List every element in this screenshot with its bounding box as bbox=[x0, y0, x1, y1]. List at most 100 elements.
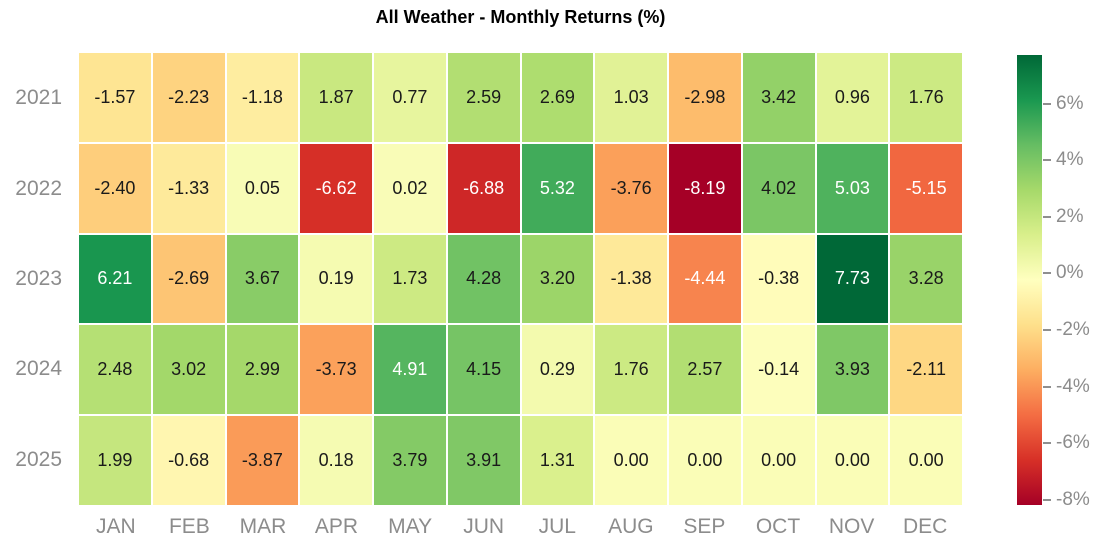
heatmap-cell: -0.14 bbox=[742, 325, 815, 415]
heatmap-cell: 1.99 bbox=[79, 416, 151, 505]
colorbar-tick bbox=[1043, 442, 1051, 445]
heatmap-cell: 3.42 bbox=[742, 53, 815, 142]
heatmap-cell: -2.40 bbox=[79, 143, 151, 233]
colorbar-tick bbox=[1043, 385, 1051, 388]
heatmap-cell: 1.76 bbox=[890, 53, 962, 142]
colorbar-tick bbox=[1043, 498, 1051, 501]
colorbar-tick bbox=[1043, 329, 1051, 332]
y-axis-label: 2023 bbox=[15, 267, 62, 291]
x-axis-label: JUN bbox=[463, 515, 505, 538]
heatmap-cell: -1.18 bbox=[226, 53, 299, 142]
heatmap-cell: 3.93 bbox=[816, 325, 889, 415]
heatmap-cell: 0.00 bbox=[595, 416, 667, 505]
heatmap-cell: 4.28 bbox=[447, 234, 520, 324]
heatmap-cell: 6.21 bbox=[79, 234, 151, 324]
colorbar-tick-label: -2% bbox=[1056, 319, 1090, 341]
heatmap-cell: 4.02 bbox=[742, 143, 815, 233]
heatmap-cell: -2.69 bbox=[152, 234, 225, 324]
heatmap-grid: -1.57 -2.23 -1.18 1.87 0.77 2.59 2.69 1.03 -2.98… bbox=[79, 53, 962, 505]
heatmap-cell: -1.57 bbox=[79, 53, 151, 142]
heatmap-cell: 0.77 bbox=[374, 53, 446, 142]
x-axis-label: MAR bbox=[239, 515, 287, 538]
x-axis-label: MAY bbox=[388, 515, 433, 538]
heatmap-cell: -6.88 bbox=[447, 143, 520, 233]
heatmap-cell: -8.19 bbox=[669, 143, 741, 233]
colorbar-tick-label: -4% bbox=[1056, 375, 1090, 397]
heatmap-cell: -3.73 bbox=[300, 325, 372, 415]
heatmap-cell: 1.03 bbox=[595, 53, 667, 142]
heatmap-cell: 0.29 bbox=[521, 325, 594, 415]
y-axis-labels: 2021 2022 2023 2024 2025 bbox=[0, 53, 62, 505]
heatmap-cell: 3.79 bbox=[374, 416, 446, 505]
heatmap-cell: 3.02 bbox=[152, 325, 225, 415]
x-axis-label: JAN bbox=[95, 515, 136, 538]
heatmap-cell: 1.73 bbox=[374, 234, 446, 324]
heatmap-cell: 0.19 bbox=[300, 234, 372, 324]
colorbar: 6% 4% 2% 0% -2% -4% -6% -8% bbox=[1017, 55, 1090, 510]
heatmap-cell: -0.68 bbox=[152, 416, 225, 505]
y-axis-label: 2022 bbox=[15, 176, 62, 200]
x-axis-labels: JAN FEB MAR APR MAY JUN JUL AUG SEP OCT NOV DEC bbox=[79, 509, 962, 545]
heatmap-cell: -0.38 bbox=[742, 234, 815, 324]
y-axis-label: 2024 bbox=[15, 357, 62, 381]
heatmap-cell: 2.99 bbox=[226, 325, 299, 415]
heatmap-cell: 1.31 bbox=[521, 416, 594, 505]
heatmap-cell: -5.15 bbox=[890, 143, 962, 233]
heatmap-cell: 0.00 bbox=[742, 416, 815, 505]
heatmap-cell: 3.20 bbox=[521, 234, 594, 324]
heatmap-cell: -1.38 bbox=[595, 234, 667, 324]
heatmap-cell: -3.87 bbox=[226, 416, 299, 505]
colorbar-tick bbox=[1043, 272, 1051, 275]
x-axis-label: OCT bbox=[755, 515, 801, 538]
colorbar-tick-label: 4% bbox=[1056, 149, 1084, 171]
heatmap-cell: -6.62 bbox=[300, 143, 372, 233]
x-axis-label: SEP bbox=[683, 515, 726, 538]
heatmap-cell: 2.59 bbox=[447, 53, 520, 142]
heatmap-cell: 1.76 bbox=[595, 325, 667, 415]
colorbar-tick-label: -8% bbox=[1056, 488, 1090, 510]
chart-title: All Weather - Monthly Returns (%) bbox=[375, 7, 666, 27]
x-axis-label: NOV bbox=[828, 515, 875, 538]
heatmap-cell: 2.48 bbox=[79, 325, 151, 415]
x-axis-label: FEB bbox=[168, 515, 210, 538]
colorbar-tick-label: 6% bbox=[1056, 92, 1084, 114]
heatmap-cell: -4.44 bbox=[669, 234, 741, 324]
heatmap-cell: 5.32 bbox=[521, 143, 594, 233]
heatmap-cell: 3.28 bbox=[890, 234, 962, 324]
heatmap-cell: 4.91 bbox=[374, 325, 446, 415]
x-axis-label: JUL bbox=[538, 515, 576, 538]
heatmap-cell: 0.18 bbox=[300, 416, 372, 505]
colorbar-tick-label: -6% bbox=[1056, 432, 1090, 454]
heatmap-cell: 3.91 bbox=[447, 416, 520, 505]
heatmap-cell: -1.33 bbox=[152, 143, 225, 233]
colorbar-tick-label: 0% bbox=[1056, 262, 1084, 284]
heatmap-cell: 3.67 bbox=[226, 234, 299, 324]
colorbar-tick bbox=[1043, 102, 1051, 105]
heatmap-cell: -2.23 bbox=[152, 53, 225, 142]
heatmap-cell: 0.00 bbox=[890, 416, 962, 505]
heatmap-cell: 4.15 bbox=[447, 325, 520, 415]
heatmap-cell: 0.00 bbox=[816, 416, 889, 505]
heatmap-cell: -3.76 bbox=[595, 143, 667, 233]
heatmap-cell: 2.69 bbox=[521, 53, 594, 142]
colorbar-tick bbox=[1043, 215, 1051, 218]
heatmap-cell: 1.87 bbox=[300, 53, 372, 142]
heatmap-cell: 5.03 bbox=[816, 143, 889, 233]
y-axis-label: 2025 bbox=[15, 447, 62, 471]
colorbar-gradient bbox=[1017, 55, 1042, 505]
heatmap-cell: 0.05 bbox=[226, 143, 299, 233]
heatmap-cell: 0.00 bbox=[669, 416, 741, 505]
y-axis-label: 2021 bbox=[15, 86, 62, 110]
heatmap-cell: -2.11 bbox=[890, 325, 962, 415]
colorbar-tick bbox=[1043, 159, 1051, 162]
x-axis-label: DEC bbox=[902, 515, 948, 538]
x-axis-label: APR bbox=[314, 515, 359, 538]
heatmap-cell: 0.02 bbox=[374, 143, 446, 233]
heatmap-cell: 0.96 bbox=[816, 53, 889, 142]
x-axis-label: AUG bbox=[608, 515, 654, 538]
colorbar-tick-label: 2% bbox=[1056, 205, 1084, 227]
heatmap-cell: 7.73 bbox=[816, 234, 889, 324]
heatmap-cell: 2.57 bbox=[669, 325, 741, 415]
heatmap-cell: -2.98 bbox=[669, 53, 741, 142]
